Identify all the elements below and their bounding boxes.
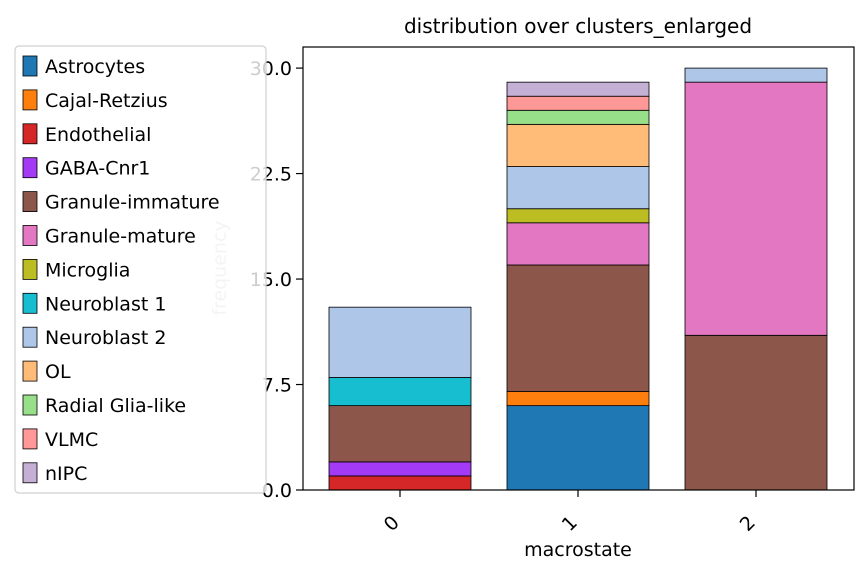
legend-swatch bbox=[22, 462, 38, 484]
bar-segment bbox=[684, 67, 828, 83]
legend-label: GABA-Cnr1 bbox=[45, 158, 150, 180]
x-tick-label: 1 bbox=[558, 512, 582, 536]
bar-segment bbox=[506, 391, 650, 407]
legend-items: Astrocytes Cajal-Retzius Endothelial GABA-C… bbox=[22, 55, 220, 485]
legend-swatch bbox=[22, 428, 38, 450]
chart-title: distribution over clusters_enlarged bbox=[404, 14, 752, 38]
bar-segment bbox=[506, 109, 650, 125]
bar-segment bbox=[506, 81, 650, 97]
y-tick-label: 0.0 bbox=[262, 480, 292, 502]
legend-label: Radial Glia-like bbox=[45, 395, 186, 417]
legend-label: Granule-mature bbox=[45, 226, 196, 248]
legend-swatch bbox=[22, 258, 38, 280]
legend-swatch bbox=[22, 394, 38, 416]
bar-segment bbox=[506, 405, 650, 491]
legend-label: Endothelial bbox=[45, 124, 151, 146]
bar-segment bbox=[506, 123, 650, 167]
legend-swatch bbox=[22, 89, 38, 111]
legend-label: Granule-immature bbox=[45, 192, 220, 214]
bar-segment bbox=[328, 306, 472, 378]
legend-swatch bbox=[22, 55, 38, 77]
legend-label: Cajal-Retzius bbox=[45, 90, 168, 112]
bar-segment bbox=[684, 81, 828, 336]
legend-label: Astrocytes bbox=[45, 56, 145, 78]
bar-segment bbox=[328, 475, 472, 491]
legend-swatch bbox=[22, 157, 38, 179]
legend-swatch bbox=[22, 292, 38, 314]
y-tick-label: 7.5 bbox=[262, 375, 292, 397]
bar-segment bbox=[506, 264, 650, 392]
x-tick-label: 2 bbox=[736, 512, 760, 536]
x-tick-label: 0 bbox=[380, 512, 404, 536]
legend-swatch bbox=[22, 123, 38, 145]
bar-segment bbox=[684, 334, 828, 491]
bar-segment bbox=[328, 377, 472, 407]
bar-segment bbox=[506, 166, 650, 210]
x-axis-label: macrostate bbox=[524, 539, 632, 561]
x-axis: 0 1 2 bbox=[380, 490, 760, 536]
legend-label: Microglia bbox=[45, 259, 130, 281]
legend-label: nIPC bbox=[45, 463, 87, 485]
legend-label: Neuroblast 1 bbox=[45, 293, 166, 315]
legend-swatch bbox=[22, 225, 38, 246]
bar-segment bbox=[506, 95, 650, 111]
legend-swatch bbox=[22, 360, 38, 382]
legend-label: VLMC bbox=[45, 429, 98, 451]
bar-segment bbox=[506, 208, 650, 224]
legend-swatch bbox=[22, 191, 38, 213]
legend-swatch bbox=[22, 326, 38, 348]
legend: Astrocytes Cajal-Retzius Endothelial GABA-C… bbox=[14, 45, 267, 494]
bar-segment bbox=[506, 222, 650, 266]
legend-label: OL bbox=[45, 361, 71, 383]
bar-segment bbox=[328, 405, 472, 463]
bars bbox=[328, 67, 828, 491]
bar-segment bbox=[328, 461, 472, 477]
legend-label: Neuroblast 2 bbox=[45, 327, 166, 349]
legend-frame bbox=[14, 45, 267, 494]
